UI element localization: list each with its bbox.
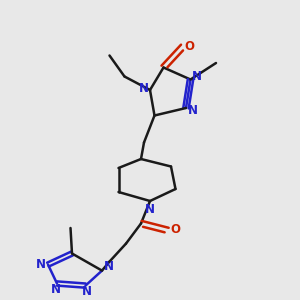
Text: N: N (191, 70, 202, 83)
Text: N: N (139, 82, 149, 95)
Text: N: N (188, 104, 198, 118)
Text: N: N (82, 285, 92, 298)
Text: N: N (50, 283, 61, 296)
Text: N: N (145, 203, 155, 216)
Text: N: N (36, 258, 46, 271)
Text: O: O (170, 223, 180, 236)
Text: O: O (184, 40, 195, 53)
Text: N: N (103, 260, 114, 274)
